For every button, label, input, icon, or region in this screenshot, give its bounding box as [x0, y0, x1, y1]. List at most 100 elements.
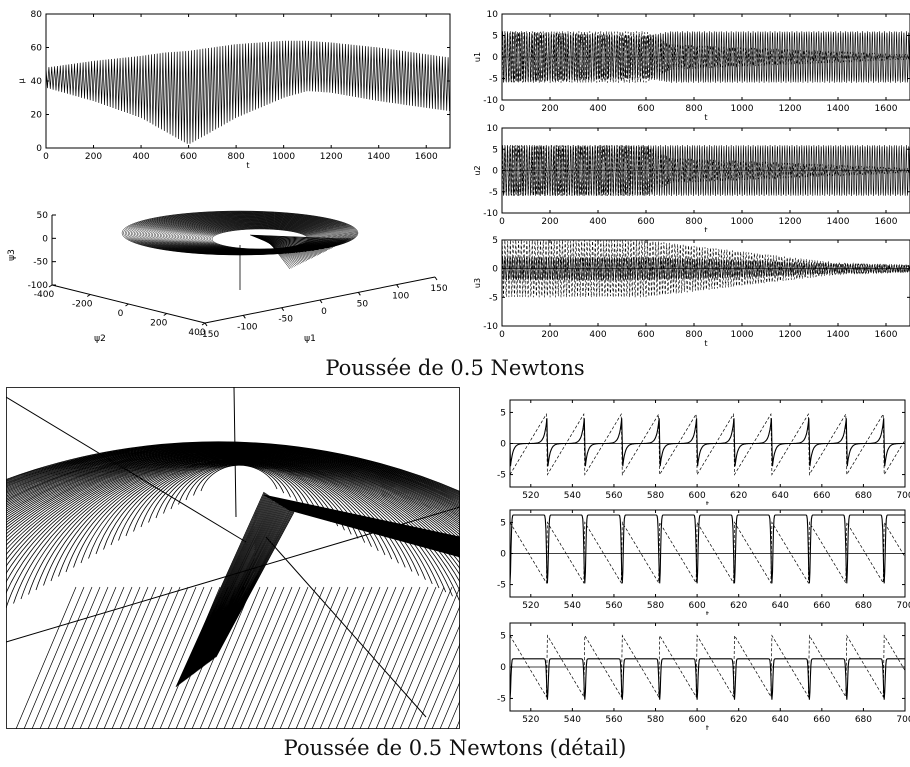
solid-series-line [509, 658, 905, 700]
x-tick-label: 600 [637, 330, 654, 340]
y-tick [163, 313, 168, 316]
x-tick-label: 200 [541, 104, 558, 114]
wire-arc [6, 445, 460, 507]
x-tick-label: 150 [430, 284, 447, 294]
solid-series-line [501, 256, 910, 281]
x-tick-label: 600 [689, 491, 706, 501]
wire-arc [110, 460, 359, 546]
u2-full-panel: 0 200 400 600 800 1000 1200 1400 1600 -10 -5 0 5 10 t u… [470, 120, 910, 232]
x-tick-label: 800 [228, 152, 245, 162]
x-tick-label: 660 [813, 601, 830, 611]
y-axis-label: u1 [473, 52, 482, 62]
z-tick-label: -50 [33, 258, 48, 268]
y-tick [86, 294, 91, 297]
u2-full-plot: 0 200 400 600 800 1000 1200 1400 1600 -10 -5 0 5 10 t u… [473, 124, 910, 232]
u1-full-plot: 0 200 400 600 800 1000 1200 1400 1600 -10 -5 0 5 10 t u… [473, 10, 910, 120]
y-tick-label: -10 [483, 96, 498, 106]
x-axis-label: t [246, 161, 249, 170]
wire-arc [80, 459, 386, 564]
wire-arc [6, 447, 460, 512]
wire-arc [193, 464, 285, 496]
x-tick-label: 580 [647, 715, 664, 725]
x-tick [242, 315, 246, 319]
y-tick-label: 5 [500, 408, 506, 418]
y-tick-label: 0 [492, 53, 498, 63]
wire-arc [148, 462, 325, 523]
x-tick-label: 1000 [731, 330, 754, 340]
x-tick-label: 1600 [875, 104, 898, 114]
x-tick-label: 680 [855, 715, 872, 725]
u2-detail-plot: 520540560580600620640660680700-505tu2 [497, 509, 910, 615]
y-tick-label: 5 [492, 236, 498, 246]
y-tick-label: 5 [492, 145, 498, 155]
y-tick-label: -5 [489, 188, 498, 198]
psi-3d-plot: -100 -50 0 50 ψ3 -400 -200 0 200 400-150 -100 -50 0 5… [7, 210, 448, 344]
solid-series-line [509, 514, 905, 584]
x-tick-label: 200 [541, 217, 558, 227]
wire-arc [6, 442, 460, 494]
wire-arc [73, 459, 393, 568]
x-tick-label: 660 [813, 491, 830, 501]
x-tick-label: 680 [855, 491, 872, 501]
z-tick-label: 50 [37, 211, 49, 221]
x-tick-label: 1200 [320, 152, 343, 162]
x-tick [396, 284, 400, 288]
u2-detail-panel: 520540560580600620640660680700-505tu2 [490, 505, 910, 615]
y-axis-label: ψ2 [94, 334, 106, 344]
x-tick-label: 560 [605, 491, 622, 501]
x-tick-label: 1600 [415, 152, 438, 162]
wire-arc [6, 448, 460, 519]
x-tick-label: 520 [522, 601, 539, 611]
z-tick-label: -100 [28, 281, 49, 291]
wire-arc [95, 460, 372, 555]
x-tick-label: 620 [730, 601, 747, 611]
x-tick-label: 1200 [779, 217, 802, 227]
x-tick-label: 620 [730, 715, 747, 725]
z-tick-label: 0 [42, 234, 48, 244]
wire-arc [6, 441, 460, 493]
caption-bottom: Poussée de 0.5 Newtons (détail) [283, 736, 627, 760]
wire-arc [6, 451, 460, 541]
x-tick-label: 680 [855, 601, 872, 611]
y-axis-label: u2 [473, 165, 482, 175]
x-tick-label: 1400 [827, 330, 850, 340]
y-tick-label: 20 [31, 111, 43, 121]
y-tick-label: -5 [497, 581, 506, 591]
psi-detail-plot [6, 387, 460, 729]
x-tick-label: 540 [564, 601, 581, 611]
y-tick-label: 5 [500, 632, 506, 642]
y-axis-label: u3 [473, 278, 482, 288]
x-axis-label: t [706, 610, 709, 615]
x-tick-label: 1200 [779, 104, 802, 114]
x-tick-label: 640 [772, 715, 789, 725]
plot-frame [501, 239, 910, 327]
y-axis-label: µ [17, 78, 26, 83]
mu-plot: 0 200 400 600 800 1000 1200 1400 1600 0 20 40 60 80 t µ [17, 10, 451, 170]
y-tick-label: 0 [500, 550, 506, 560]
y-tick [125, 303, 129, 307]
y-tick-label: 5 [500, 518, 506, 528]
y-tick-label: 0 [492, 265, 498, 275]
y-tick-label: 40 [31, 77, 43, 87]
x-tick-label: 200 [541, 330, 558, 340]
x-tick-label: 1000 [272, 152, 295, 162]
x-tick-label: 0 [321, 307, 327, 317]
psi-3d-panel: -100 -50 0 50 ψ3 -400 -200 0 200 400 -150 -100 -50 0 5… [0, 195, 460, 355]
y-tick-label: -5 [497, 471, 506, 481]
z-axis-label: ψ3 [7, 249, 17, 261]
wire-arc [6, 450, 460, 531]
x-tick-label: 400 [589, 330, 606, 340]
x-tick-label: 1000 [731, 104, 754, 114]
wire-arc [58, 458, 406, 577]
x-tick-label: 640 [772, 601, 789, 611]
y-tick [48, 284, 53, 288]
axis-line [6, 396, 247, 543]
x-tick-label: 100 [392, 292, 409, 302]
y-tick-label: 0 [492, 167, 498, 177]
axis-line [265, 536, 427, 718]
wire-arc [6, 444, 460, 502]
wire-arc [6, 449, 460, 524]
solid-series-line [501, 31, 910, 83]
u1-detail-plot: 520540560580600620640660680700-505tu1 [497, 399, 910, 505]
